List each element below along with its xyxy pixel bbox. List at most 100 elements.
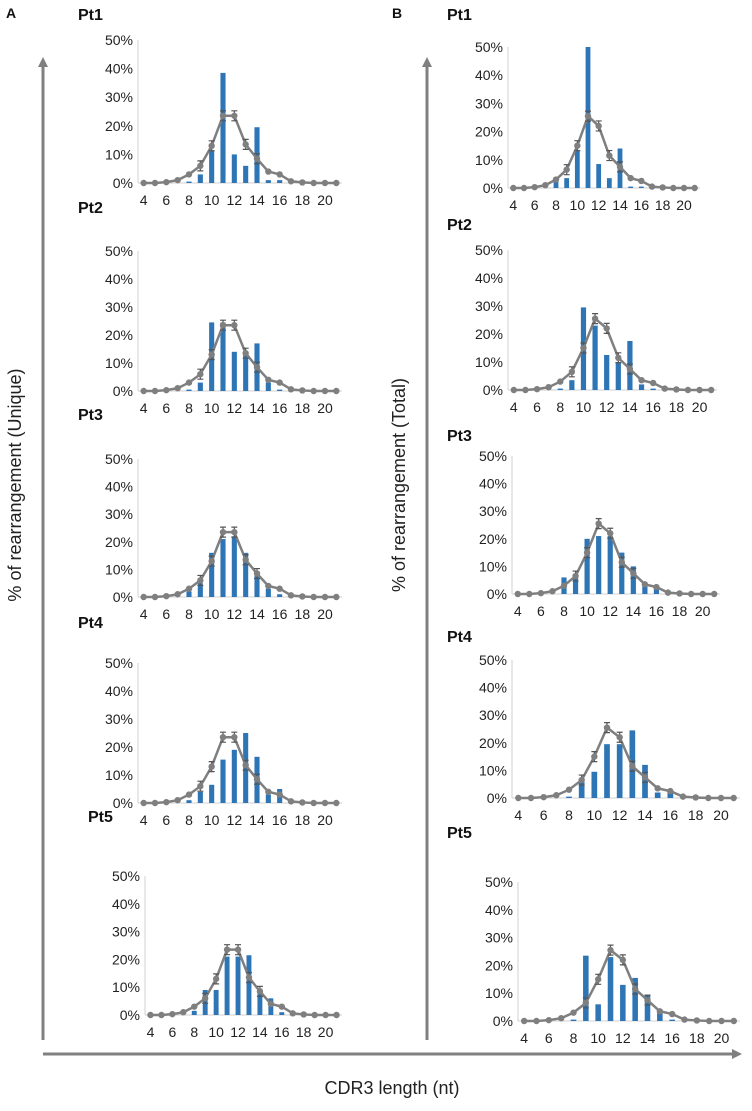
panel-a-pt3-mean-point-5 (151, 593, 159, 601)
panel-a-pt5-y-tick-label: 0% (120, 1007, 140, 1023)
panel-a-pt5-title: Pt5 (88, 809, 113, 826)
panel-a-pt4-title: Pt4 (78, 615, 103, 632)
panel-a-pt5-x-tick-label: 4 (147, 1024, 155, 1040)
panel-a-pt5-x-tick-label: 12 (230, 1024, 246, 1040)
panel-a-pt3-y-tick-label: 30% (105, 506, 133, 522)
panel-b-pt5-y-tick-label: 0% (493, 1013, 513, 1029)
panel-b-pt2-x-tick-label: 14 (622, 399, 638, 415)
panel-b-pt2-bar-13 (615, 362, 621, 390)
panel-a-pt4-x-tick-label: 8 (185, 812, 193, 828)
panel-b-pt2-y-tick-label: 50% (475, 242, 503, 258)
panel-b-pt3-y-tick-label: 40% (479, 476, 507, 492)
panel-a-pt1-mean-point-13 (242, 141, 249, 148)
panel-b-pt3-mean-point-20 (699, 590, 706, 598)
panel-a-pt2-y-tick-label: 50% (105, 243, 133, 259)
panel-a-pt4-bar-8 (186, 800, 192, 803)
panel-b-pt1-mean-point-16 (638, 177, 645, 185)
panel-b-pt3-mean-point-15 (641, 581, 649, 588)
panel-b-pt1-bar-16 (638, 186, 644, 188)
panel-a-pt4-x-tick-label: 10 (204, 812, 220, 828)
panel-b-pt1-bar-13 (606, 178, 612, 188)
panel-a-pt3-x-tick-label: 10 (204, 606, 220, 622)
panel-a-pt5-x-tick-label: 20 (318, 1024, 334, 1040)
panel-a-pt4-mean-point-8 (185, 791, 193, 798)
panel-a-pt3-y-tick-label: 40% (105, 479, 133, 495)
panel-a-pt5-mean-point-10 (212, 975, 220, 983)
panel-b-pt5-bar-8 (570, 1019, 577, 1021)
panel-b-pt2-x-tick-label: 18 (669, 399, 685, 415)
panel-b-pt1-mean-point-5 (520, 184, 528, 192)
panel-a-pt2-x-tick-label: 16 (272, 400, 288, 416)
panel-a-pt4-x-tick-label: 4 (140, 812, 148, 828)
panel-b-pt5-mean-point-7 (557, 1015, 565, 1022)
panel-b-pt3-mean-point-17 (664, 589, 672, 596)
panel-b-pt4-mean-point-12 (616, 734, 623, 741)
panel-b-pt3-mean-point-5 (526, 590, 533, 598)
panel-b-pt1-mean-line (513, 113, 695, 190)
panel-a-pt2-mean-point-21 (333, 387, 340, 395)
panel-b-pt4-mean-point-15 (654, 785, 661, 792)
panel-a-pt1-bar-12 (231, 154, 237, 183)
panel-b-pt2-bar-8 (557, 388, 563, 390)
panel-a-pt2-mean-point-5 (151, 387, 159, 395)
panel-b-pt4-bar-8 (566, 796, 572, 798)
panel-a-pt2-mean-point-13 (242, 350, 249, 357)
panel-b-pt3-x-tick-label: 16 (649, 603, 665, 619)
panel-b-pt4-mean-point-6 (540, 793, 547, 801)
panel-b-pt4-bar-10 (591, 771, 598, 798)
panel-b-pt1-mean-point-6 (531, 183, 538, 191)
panel-a-pt1-mean-point-20 (321, 179, 329, 187)
panel-b-pt3-x-tick-label: 10 (579, 603, 595, 619)
panel-b-pt3-y-tick-label: 10% (479, 558, 507, 574)
panel-b-pt4-x-tick-label: 12 (612, 807, 628, 823)
panel-a-pt3-mean-point-6 (163, 592, 170, 600)
panel-a-pt1-x-tick-label: 18 (295, 192, 311, 208)
panel-a-pt2-mean-point-10 (208, 351, 215, 358)
panel-a-pt5-mean-point-15 (267, 1000, 275, 1008)
panel-b-pt3-x-tick-label: 8 (560, 603, 568, 619)
panel-a-pt1-x-tick-label: 14 (249, 192, 265, 208)
panel-a-pt2-bar-13 (243, 354, 249, 391)
panel-a-pt1-y-tick-label: 50% (105, 32, 133, 48)
panel-a-pt3-bar-10 (209, 552, 215, 597)
panel-b-pt4-y-tick-label: 0% (487, 790, 507, 806)
panel-a-pt4-mean-point-11 (219, 734, 227, 741)
panel-a-pt2-y-tick-label: 0% (113, 383, 133, 399)
panel-b-pt2-x-tick-label: 4 (510, 399, 518, 415)
panel-a-pt5-x-tick-label: 16 (274, 1024, 290, 1040)
panel-b-pt5-mean-point-6 (545, 1016, 553, 1024)
panel-b-pt1-y-tick-label: 0% (483, 180, 503, 196)
panel-b-pt5-x-tick-label: 16 (664, 1030, 680, 1046)
panel-b-pt2-bar-11 (592, 325, 598, 390)
panel-b-pt2-mean-point-18 (673, 386, 680, 393)
panel-a-pt3-mean-point-10 (208, 557, 215, 565)
panel-a-pt3-y-tick-label: 10% (105, 561, 133, 577)
panel-a-pt1-mean-point-10 (208, 142, 215, 150)
panel-a-pt4-y-tick-label: 30% (105, 711, 133, 727)
panel-a-pt2-bar-12 (231, 351, 237, 391)
panel-b-pt1-y-tick-label: 50% (475, 39, 503, 55)
panel-a-pt2-x-tick-label: 14 (249, 400, 265, 416)
panel-b-pt3-x-tick-label: 14 (626, 603, 642, 619)
panel-a-pt2-title: Pt2 (78, 200, 103, 217)
panel-b-pt5-bar-15 (657, 1011, 663, 1021)
panel-b-pt5-x-tick-label: 14 (640, 1030, 656, 1046)
panel-a-pt3-bar-11 (220, 539, 226, 597)
panel-a-pt2-chart: Pt2 0% 10% 20% 30% 40% 50% 4 6 8 10 12 14 16 18 20 (78, 200, 342, 416)
panel-a-pt3-mean-point-13 (242, 556, 249, 563)
panel-b-pt4-bar-16 (667, 792, 674, 798)
panel-b-pt1-x-tick-label: 8 (552, 197, 560, 213)
panel-b-pt2-x-tick-label: 20 (692, 399, 708, 415)
panel-b-pt2-mean-point-17 (661, 385, 668, 392)
panel-a-pt1-title: Pt1 (78, 7, 103, 24)
panel-b-pt2-y-tick-label: 0% (483, 382, 503, 398)
panel-b-pt2-y-tick-label: 40% (475, 270, 503, 286)
panel-a-pt3-mean-point-21 (333, 593, 340, 601)
panel-a-pt3-mean-point-16 (276, 585, 283, 592)
panel-b-pt4-mean-point-16 (667, 787, 674, 795)
panel-a-pt1-mean-point-16 (276, 171, 283, 178)
panel-b-pt4-mean-point-8 (565, 786, 573, 793)
panel-b-pt3-x-tick-label: 4 (514, 603, 522, 619)
panel-a-pt4-bar-15 (265, 794, 271, 803)
panel-b-pt5-mean-point-12 (619, 956, 627, 964)
